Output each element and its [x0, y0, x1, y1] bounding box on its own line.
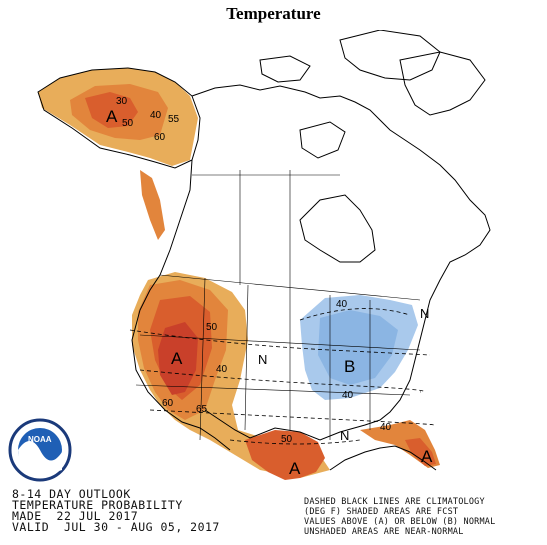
label-30: 30 — [116, 96, 128, 107]
label-b-midwest: B — [344, 357, 355, 376]
noaa-logo: NOAA — [8, 418, 72, 482]
label-50-s: 50 — [281, 434, 293, 445]
legend-line-3: VALUES ABOVE (A) OR BELOW (B) NORMAL — [304, 517, 496, 527]
midwest-below-region — [300, 295, 418, 400]
outlook-line-3: MADE 22 JUL 2017 — [12, 509, 139, 523]
outlook-line-2: TEMPERATURE PROBABILITY — [12, 498, 183, 512]
label-40-b2: 40 — [342, 390, 354, 401]
label-60-ak: 60 — [154, 132, 166, 143]
legend-line-1: DASHED BLACK LINES ARE CLIMATOLOGY — [304, 497, 485, 507]
label-a-west: A — [171, 349, 183, 368]
south-above-region — [245, 430, 325, 480]
outlook-map: A A A A B N N N 30 40 50 55 60 50 40 60 … — [8, 30, 491, 482]
label-55-ak: 55 — [168, 114, 180, 125]
legend-line-2: (DEG F) SHADED AREAS ARE FCST — [304, 507, 459, 517]
label-a-alaska: A — [106, 107, 118, 126]
coastlines — [37, 30, 491, 471]
label-40-b: 40 — [336, 299, 348, 310]
page-title: Temperature — [226, 4, 321, 23]
label-50-w: 50 — [206, 322, 218, 333]
label-40-fl: 40 — [380, 422, 392, 433]
label-n-southeast: N — [340, 428, 349, 443]
outlook-line-4: VALID JUL 30 - AUG 05, 2017 — [12, 520, 220, 534]
florida-above-region — [360, 420, 440, 468]
label-a-florida: A — [421, 447, 433, 466]
label-a-texas: A — [289, 459, 301, 478]
label-65-w: 65 — [196, 404, 208, 415]
noaa-logo-text: NOAA — [28, 435, 52, 444]
legend-line-4: UNSHADED AREAS ARE NEAR-NORMAL — [304, 527, 464, 537]
label-60-w: 60 — [162, 398, 174, 409]
climatology-lines — [129, 308, 434, 445]
alaska-above-region — [38, 68, 198, 240]
map-labels: A A A A B N N N 30 40 50 55 60 50 40 60 … — [106, 96, 433, 478]
label-40-ak: 40 — [150, 110, 162, 121]
west-above-region — [132, 272, 330, 478]
label-40-w: 40 — [216, 364, 228, 375]
outlook-line-1: 8-14 DAY OUTLOOK — [12, 487, 131, 501]
label-50-ak: 50 — [122, 118, 134, 129]
label-n-plains: N — [258, 352, 267, 367]
label-n-northeast: N — [420, 306, 429, 321]
